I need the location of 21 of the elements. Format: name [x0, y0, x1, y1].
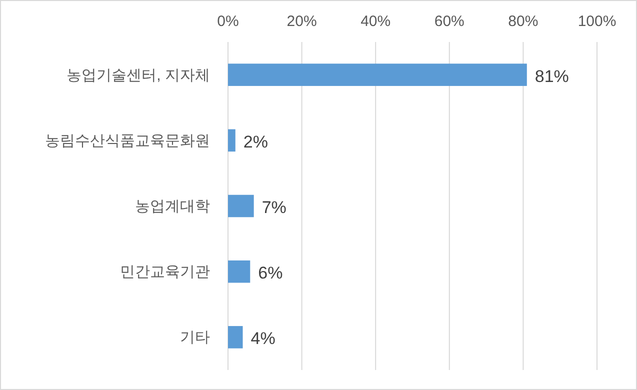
bar — [228, 326, 243, 348]
data-label: 2% — [243, 132, 268, 152]
y-tick-label: 농업계대학 — [135, 198, 210, 215]
bar — [228, 194, 254, 218]
data-label: 7% — [262, 198, 286, 217]
bar — [228, 64, 527, 86]
bar — [228, 260, 250, 283]
y-tick-label: 기타 — [180, 329, 210, 346]
x-tick-label: 40% — [360, 13, 391, 30]
x-tick-label: 20% — [286, 13, 317, 30]
data-label: 81% — [534, 66, 569, 86]
x-tick-label: 100% — [578, 13, 616, 30]
y-tick-label: 민간교육기관 — [120, 264, 210, 281]
y-tick-label: 농업기술센터, 지자체 — [66, 66, 210, 84]
x-tick-label: 80% — [508, 13, 538, 30]
data-label: 4% — [250, 329, 276, 348]
bar — [228, 129, 236, 152]
x-tick-label: 60% — [434, 13, 464, 30]
y-tick-label: 농림수산식품교육문화원 — [45, 132, 210, 150]
data-label: 6% — [258, 264, 283, 283]
x-tick-label: 0% — [217, 13, 239, 30]
